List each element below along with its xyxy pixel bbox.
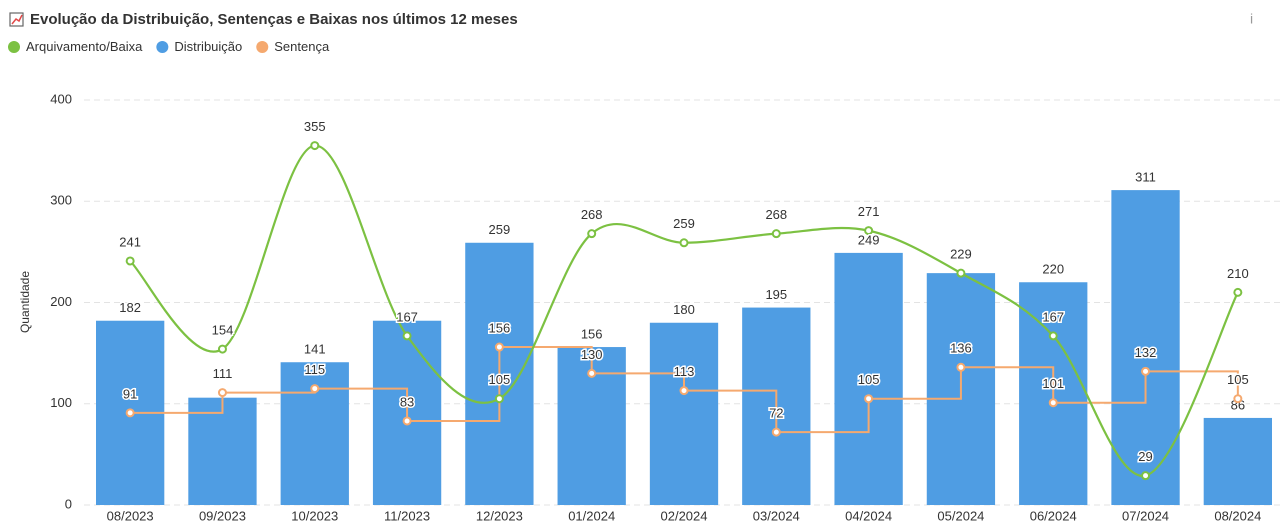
x-tick-label: 10/2023 — [291, 508, 338, 523]
data-label: 195 — [765, 287, 787, 302]
x-tick-label: 01/2024 — [568, 508, 615, 523]
x-tick-label: 06/2024 — [1030, 508, 1077, 523]
y-tick-label: 400 — [50, 91, 72, 106]
legend: Arquivamento/Baixa Distribuição Sentença — [8, 39, 330, 54]
data-label: 167 — [396, 309, 418, 324]
point — [1233, 287, 1243, 297]
info-button[interactable]: i — [1250, 11, 1253, 27]
point — [310, 384, 320, 394]
data-label: 105 — [489, 372, 511, 387]
point — [587, 229, 597, 239]
data-label: 115 — [304, 362, 325, 377]
x-tick-label: 12/2023 — [476, 508, 523, 523]
bar — [188, 397, 257, 505]
data-label: 132 — [1135, 345, 1157, 360]
legend-swatch — [8, 41, 20, 53]
point — [217, 344, 227, 354]
bar — [834, 252, 903, 505]
title-icon — [9, 12, 24, 27]
x-tick-label: 07/2024 — [1122, 508, 1169, 523]
bar — [649, 322, 719, 505]
title-icon-line — [11, 14, 23, 25]
data-label: 210 — [1227, 266, 1249, 281]
data-label: 136 — [950, 341, 972, 356]
point — [1233, 394, 1243, 404]
point — [864, 394, 874, 404]
data-label: 130 — [581, 347, 603, 362]
data-label: 220 — [1042, 262, 1064, 277]
point — [494, 394, 504, 404]
point — [1048, 398, 1058, 408]
data-label: 311 — [1135, 170, 1156, 185]
x-tick-label: 11/2023 — [384, 508, 430, 523]
point — [1048, 331, 1058, 341]
data-label: 167 — [1042, 309, 1064, 324]
x-tick-label: 08/2024 — [1214, 508, 1261, 523]
point — [587, 368, 597, 378]
data-label: 72 — [769, 406, 783, 421]
x-tick-label: 03/2024 — [753, 508, 800, 523]
data-label: 259 — [489, 222, 511, 237]
data-label: 113 — [674, 364, 695, 379]
chart-title: Evolução da Distribuição, Sentenças e Ba… — [30, 11, 518, 28]
y-tick-label: 100 — [50, 395, 72, 410]
legend-label: Arquivamento/Baixa — [26, 39, 143, 54]
y-axis-label: Quantidade — [18, 271, 32, 333]
x-tick-label: 08/2023 — [107, 508, 154, 523]
point — [402, 331, 412, 341]
data-label: 180 — [673, 302, 695, 317]
data-label: 355 — [304, 119, 326, 134]
data-label: 268 — [765, 207, 787, 222]
legend-swatch — [156, 41, 169, 53]
point — [310, 141, 320, 151]
point — [679, 238, 689, 248]
data-label: 105 — [858, 372, 880, 387]
data-label: 154 — [212, 323, 234, 338]
data-label: 101 — [1042, 376, 1064, 391]
y-tick-label: 200 — [50, 294, 72, 309]
point — [679, 386, 689, 396]
line — [129, 144, 1239, 477]
data-label: 229 — [950, 247, 972, 262]
x-tick-label: 04/2024 — [845, 508, 892, 523]
data-label: 156 — [489, 320, 511, 335]
point — [771, 229, 781, 239]
point — [956, 362, 966, 372]
data-label: 271 — [858, 204, 880, 219]
point — [125, 256, 135, 266]
point — [1141, 366, 1151, 376]
x-tick-label: 02/2024 — [661, 508, 708, 523]
data-label: 29 — [1138, 449, 1152, 464]
legend-label: Sentença — [274, 39, 330, 54]
data-label: 111 — [213, 366, 233, 381]
data-label: 91 — [123, 386, 137, 401]
data-label: 249 — [858, 232, 880, 247]
point — [1141, 471, 1151, 481]
data-label: 182 — [119, 300, 141, 315]
point — [217, 388, 227, 398]
point — [125, 408, 135, 418]
data-label: 105 — [1227, 372, 1249, 387]
data-label: 259 — [673, 216, 695, 231]
legend-label: Distribuição — [174, 39, 242, 54]
y-tick-label: 300 — [50, 193, 72, 208]
data-label: 141 — [304, 342, 326, 357]
data-label: 83 — [400, 394, 414, 409]
point — [402, 416, 412, 426]
y-tick-label: 0 — [65, 496, 72, 511]
point — [956, 268, 966, 278]
bar — [1203, 417, 1272, 505]
data-label: 156 — [581, 326, 603, 341]
point — [864, 226, 874, 236]
data-label: 268 — [581, 207, 603, 222]
point — [494, 342, 504, 352]
legend-swatch — [256, 41, 269, 53]
bar — [280, 362, 349, 505]
x-tick-label: 05/2024 — [937, 508, 984, 523]
point — [771, 427, 781, 437]
data-label: 241 — [119, 234, 141, 249]
x-tick-label: 09/2023 — [199, 508, 246, 523]
